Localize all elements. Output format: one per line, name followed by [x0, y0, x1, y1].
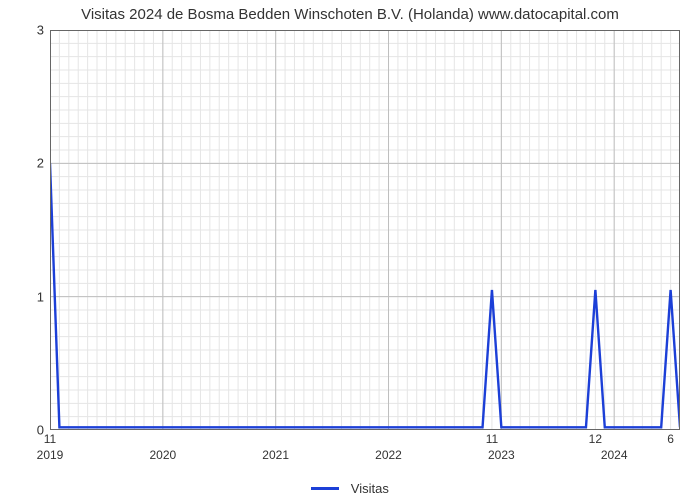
legend-label: Visitas	[351, 481, 389, 496]
chart-svg	[50, 30, 680, 430]
chart-title: Visitas 2024 de Bosma Bedden Winschoten …	[0, 6, 700, 23]
plot-area: 01231111126201920202021202220232024	[50, 30, 680, 430]
x-year-label: 2019	[37, 430, 64, 462]
legend-swatch	[311, 487, 339, 490]
legend: Visitas	[0, 480, 700, 496]
x-value-label: 6	[667, 430, 674, 446]
chart-container: Visitas 2024 de Bosma Bedden Winschoten …	[0, 0, 700, 500]
x-year-label: 2020	[149, 430, 176, 462]
x-year-label: 2023	[488, 430, 515, 462]
x-year-label: 2022	[375, 430, 402, 462]
x-year-label: 2024	[601, 430, 628, 462]
y-tick-label: 3	[37, 23, 50, 38]
x-year-label: 2021	[262, 430, 289, 462]
y-tick-label: 2	[37, 156, 50, 171]
y-tick-label: 1	[37, 289, 50, 304]
